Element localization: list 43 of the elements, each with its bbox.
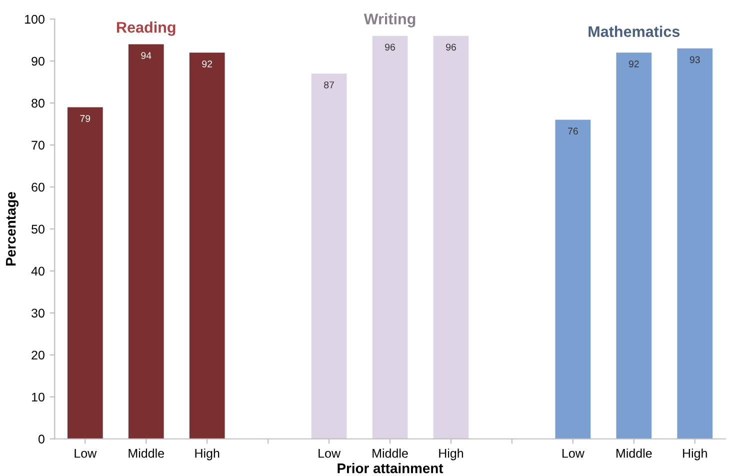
series-label: Mathematics — [588, 26, 680, 38]
x-axis-title: Prior attainment — [338, 463, 444, 474]
y-tick-label: 100 — [25, 14, 44, 24]
bar — [372, 36, 408, 439]
x-tick-label: High — [439, 448, 464, 460]
x-tick-label: Low — [74, 449, 97, 458]
data-label: 87 — [324, 81, 334, 88]
x-tick-label: High — [195, 448, 220, 460]
bar — [677, 48, 713, 439]
bar — [555, 120, 591, 439]
bar — [311, 74, 347, 439]
x-tick-label: Middle — [128, 448, 164, 458]
series-label: Writing — [364, 13, 416, 28]
x-tick-label: Low — [318, 449, 341, 458]
y-tick-label: 40 — [31, 266, 44, 276]
y-tick-label: 20 — [32, 350, 44, 360]
x-tick-label: High — [683, 448, 707, 460]
data-label: 92 — [628, 60, 639, 68]
bar — [433, 36, 469, 439]
y-axis-title: Percentage — [6, 192, 19, 266]
bar — [189, 52, 225, 439]
y-tick-label: 10 — [32, 392, 44, 402]
bar — [616, 52, 652, 439]
y-tick-label: 30 — [32, 308, 44, 318]
y-tick-label: 90 — [32, 56, 44, 66]
data-label: 76 — [568, 128, 578, 135]
data-label: 96 — [385, 44, 395, 51]
y-tick-label: 0 — [38, 434, 44, 444]
x-tick-label: Low — [562, 449, 584, 458]
data-label: 79 — [80, 115, 90, 122]
y-tick-label: 60 — [32, 182, 44, 192]
data-label: 92 — [202, 60, 212, 68]
data-label: 94 — [141, 52, 152, 59]
data-label: 93 — [690, 56, 700, 64]
series-label: Reading — [117, 22, 176, 36]
y-tick-label: 80 — [32, 98, 44, 108]
bar — [67, 107, 103, 439]
x-tick-label: Middle — [616, 448, 652, 458]
y-tick-label: 50 — [32, 224, 44, 234]
data-label: 96 — [446, 44, 456, 51]
bar — [128, 44, 164, 439]
x-tick-label: Middle — [372, 448, 408, 458]
y-tick-label: 70 — [32, 140, 44, 150]
